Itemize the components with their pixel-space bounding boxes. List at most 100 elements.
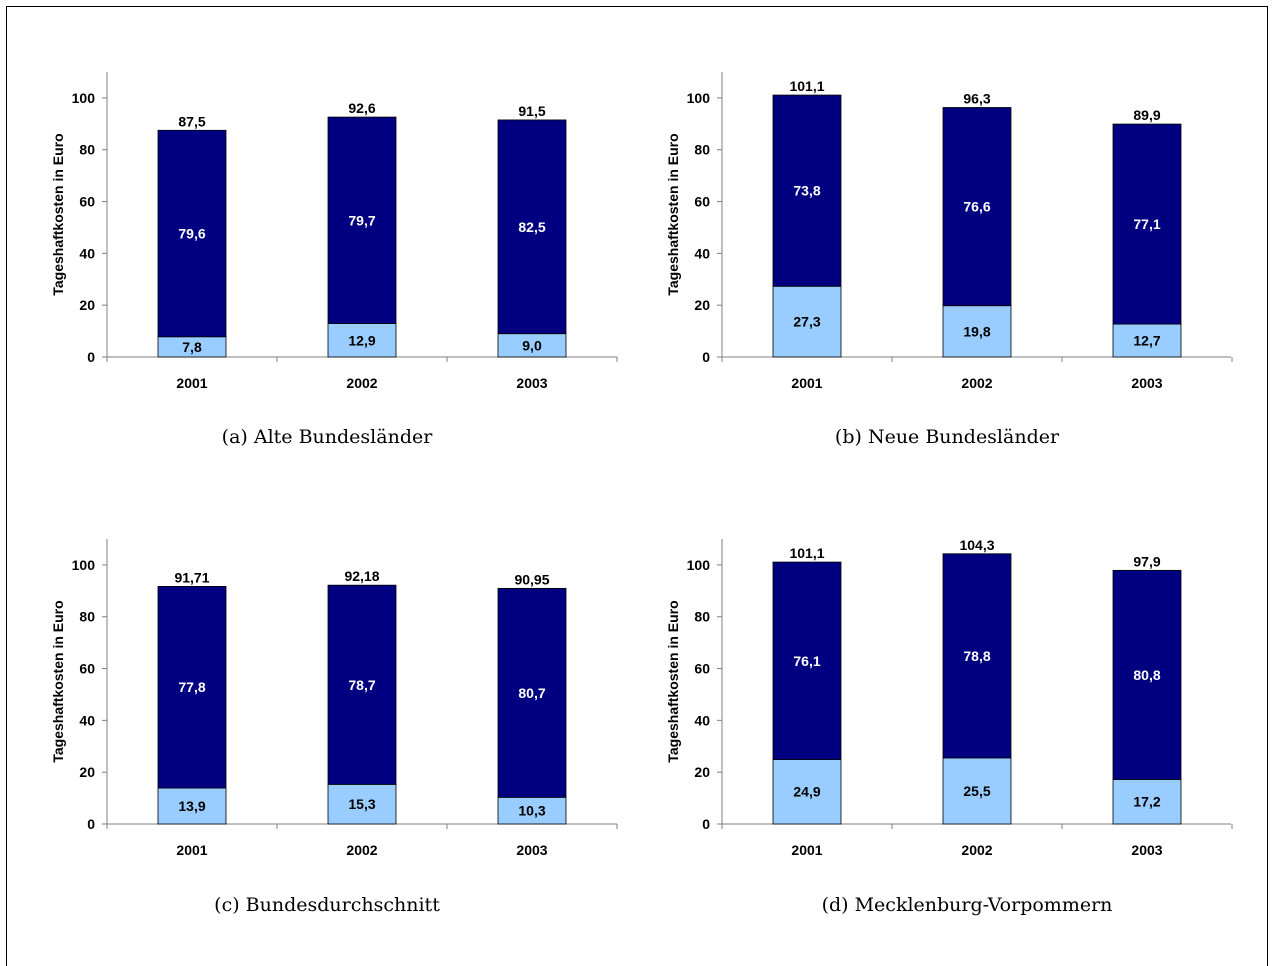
y-tick-label: 40 [694, 245, 710, 261]
y-tick-label: 0 [87, 349, 95, 365]
y-axis-label: Tageshaftkosten in Euro [665, 600, 681, 762]
bar-upper-2002 [327, 584, 397, 785]
y-tick-label: 80 [79, 142, 95, 158]
data-label-upper: 79,6 [178, 226, 205, 242]
y-tick-label: 100 [687, 90, 711, 106]
data-label-total: 96,3 [963, 90, 990, 106]
bar-upper-2003 [497, 119, 567, 335]
bar-upper-2003 [1112, 569, 1182, 780]
y-tick-label: 0 [702, 349, 710, 365]
x-tick-label: 2001 [791, 375, 822, 391]
x-tick-label: 2002 [961, 375, 992, 391]
x-tick-label: 2003 [1131, 842, 1162, 858]
y-tick-label: 60 [694, 661, 710, 677]
data-label-lower: 15,3 [348, 796, 375, 812]
y-tick-label: 100 [72, 557, 96, 573]
data-label-total: 104,3 [959, 537, 994, 553]
chart-caption: (a) Alte Bundesländer [222, 426, 434, 448]
bar-lower-2002 [942, 757, 1012, 825]
bar-lower-2001 [157, 787, 227, 825]
data-label-lower: 27,3 [793, 314, 820, 330]
x-tick-label: 2001 [176, 375, 207, 391]
y-tick-label: 80 [694, 609, 710, 625]
data-label-total: 92,6 [348, 100, 375, 116]
chart-panel-3: 0 20 40 60 80 100 Tageshaftkosten in Euro 13,9 7… [50, 539, 618, 916]
bar-upper-2001 [772, 94, 842, 287]
data-label-total: 90,95 [514, 571, 549, 587]
data-label-total: 97,9 [1133, 553, 1160, 569]
data-label-lower: 12,9 [348, 332, 375, 348]
data-label-upper: 80,8 [1133, 667, 1160, 683]
y-axis-label: Tageshaftkosten in Euro [50, 600, 66, 762]
data-label-lower: 9,0 [522, 337, 542, 353]
y-tick-label: 40 [79, 245, 95, 261]
x-tick-label: 2001 [791, 842, 822, 858]
bar-upper-2001 [157, 129, 227, 338]
y-tick-label: 60 [79, 661, 95, 677]
chart-caption: (c) Bundesdurchschnitt [214, 894, 440, 916]
data-label-upper: 77,8 [178, 679, 205, 695]
bar-lower-2003 [1112, 779, 1182, 825]
bar-lower-2003 [1112, 323, 1182, 358]
y-axis-label: Tageshaftkosten in Euro [665, 133, 681, 295]
data-label-lower: 24,9 [793, 784, 820, 800]
bar-lower-2001 [772, 285, 842, 358]
data-label-upper: 80,7 [518, 685, 545, 701]
x-tick-label: 2003 [1131, 375, 1162, 391]
bar-upper-2002 [327, 116, 397, 324]
y-tick-label: 0 [702, 816, 710, 832]
data-label-total: 89,9 [1133, 107, 1160, 123]
bar-upper-2002 [942, 553, 1012, 759]
y-tick-label: 60 [79, 194, 95, 210]
bar-lower-2002 [942, 305, 1012, 358]
chart-panel-1: 0 20 40 60 80 100 Tageshaftkosten in Euro 7,8 79… [50, 72, 618, 448]
data-label-total: 91,5 [518, 103, 545, 119]
figure-frame [6, 6, 1268, 966]
data-label-total: 101,1 [789, 78, 824, 94]
bar-lower-2002 [327, 323, 397, 358]
data-label-lower: 17,2 [1133, 794, 1160, 810]
data-label-upper: 78,7 [348, 677, 375, 693]
chart-caption: (d) Mecklenburg-Vorpommern [822, 894, 1113, 916]
data-label-lower: 10,3 [518, 803, 545, 819]
x-tick-label: 2003 [516, 842, 547, 858]
data-label-upper: 73,8 [793, 183, 820, 199]
bar-lower-2001 [772, 759, 842, 825]
data-label-upper: 76,1 [793, 653, 820, 669]
data-label-total: 92,18 [344, 568, 379, 584]
chart-panel-2: 0 20 40 60 80 100 Tageshaftkosten in Euro 27,3 7… [665, 72, 1233, 448]
bar-upper-2003 [1112, 123, 1182, 325]
bar-upper-2003 [497, 587, 567, 798]
data-label-upper: 82,5 [518, 219, 545, 235]
bar-upper-2001 [157, 585, 227, 789]
y-tick-label: 40 [79, 712, 95, 728]
y-axis-label: Tageshaftkosten in Euro [50, 133, 66, 295]
bar-upper-2002 [942, 107, 1012, 307]
bar-upper-2001 [772, 561, 842, 760]
data-label-total: 87,5 [178, 113, 205, 129]
y-tick-label: 0 [87, 816, 95, 832]
data-label-lower: 12,7 [1133, 333, 1160, 349]
data-label-total: 91,71 [174, 569, 209, 585]
data-label-upper: 77,1 [1133, 216, 1160, 232]
data-label-lower: 7,8 [182, 339, 202, 355]
x-tick-label: 2001 [176, 842, 207, 858]
bar-lower-2003 [497, 796, 567, 825]
x-tick-label: 2003 [516, 375, 547, 391]
data-label-upper: 76,6 [963, 199, 990, 215]
y-tick-label: 80 [694, 142, 710, 158]
data-label-upper: 79,7 [348, 212, 375, 228]
data-label-lower: 13,9 [178, 798, 205, 814]
data-label-lower: 19,8 [963, 323, 990, 339]
data-label-upper: 78,8 [963, 648, 990, 664]
chart-panel-4: 0 20 40 60 80 100 Tageshaftkosten in Euro 24,9 7… [665, 537, 1233, 916]
data-label-total: 101,1 [789, 545, 824, 561]
y-tick-label: 40 [694, 712, 710, 728]
y-tick-label: 20 [694, 297, 710, 313]
y-tick-label: 20 [694, 764, 710, 780]
bar-lower-2002 [327, 783, 397, 825]
y-tick-label: 100 [72, 90, 96, 106]
chart-caption: (b) Neue Bundesländer [835, 426, 1060, 448]
y-tick-label: 100 [687, 557, 711, 573]
